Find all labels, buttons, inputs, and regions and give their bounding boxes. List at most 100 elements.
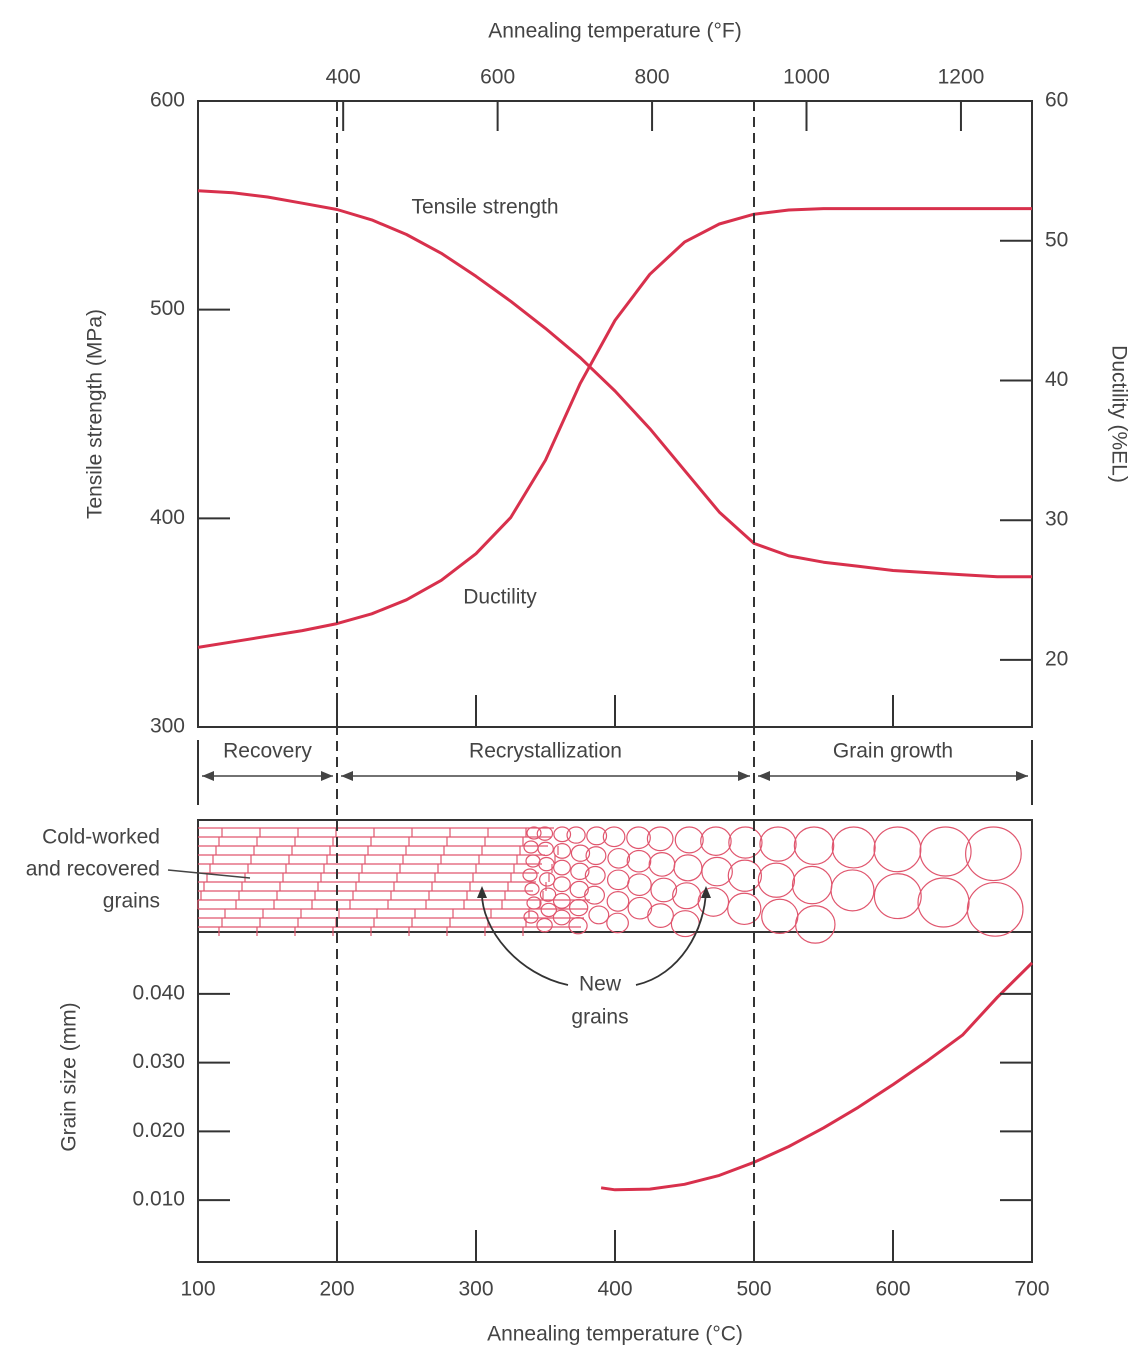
grain [553, 843, 572, 859]
grain [917, 877, 970, 928]
grain [570, 862, 590, 880]
grain [606, 891, 630, 912]
y2-tick-label: 30 [1045, 508, 1068, 531]
y-tick-label: 500 [150, 297, 185, 320]
grain [522, 868, 538, 882]
grain [793, 826, 835, 865]
region-label: Grain growth [833, 740, 953, 763]
grain [674, 826, 704, 854]
x-axis-title: Annealing temperature (°C) [487, 1323, 743, 1346]
grain [584, 885, 606, 905]
grain [536, 917, 553, 933]
grain [524, 882, 540, 896]
grain [831, 826, 876, 869]
grain [537, 841, 554, 857]
grain [672, 882, 702, 910]
y2-tick-label: 40 [1045, 368, 1068, 391]
grain [570, 844, 591, 862]
grain [586, 826, 608, 846]
grain [540, 902, 558, 918]
x2-tick-label: 800 [635, 66, 670, 89]
grain [626, 849, 652, 873]
grain [523, 910, 539, 924]
data-line [600, 961, 1034, 1192]
y-tick-label: 0.030 [132, 1050, 185, 1073]
grain [568, 898, 589, 917]
data-line [197, 189, 1032, 579]
grain [646, 826, 674, 852]
grain [569, 880, 589, 899]
grain [552, 909, 571, 926]
grain [873, 826, 922, 873]
y-axis-title: Tensile strength (MPa) [84, 309, 107, 519]
grain [648, 851, 676, 877]
y2-axis-title: Ductility (%EL) [1107, 345, 1130, 483]
region-label: Recrystallization [469, 740, 622, 763]
x2-tick-label: 600 [480, 66, 515, 89]
microstructure-label: grains [103, 890, 160, 913]
x-tick-label: 600 [875, 1278, 910, 1301]
grain [647, 903, 674, 928]
grain [585, 846, 607, 866]
grain [727, 859, 763, 892]
grain [523, 840, 539, 854]
grain [525, 854, 541, 868]
x2-tick-label: 1200 [938, 66, 985, 89]
grain [606, 869, 630, 891]
x-tick-label: 300 [458, 1278, 493, 1301]
grain [626, 826, 651, 850]
annotation-arrow [635, 889, 707, 986]
grain [553, 826, 572, 843]
annotation: grains [571, 1006, 628, 1029]
x2-axis-title: Annealing temperature (°F) [488, 20, 742, 43]
grain [701, 856, 733, 887]
series-label: Ductility [463, 586, 537, 609]
microstructure-label: and recovered [26, 858, 160, 881]
y2-tick-label: 60 [1045, 89, 1068, 112]
y2-tick-label: 50 [1045, 228, 1068, 251]
grain [536, 826, 554, 841]
grain [919, 826, 972, 877]
grain [539, 887, 557, 902]
grain [650, 877, 678, 903]
grain [728, 826, 763, 859]
grain [697, 887, 730, 917]
top-plot-frame [197, 100, 1033, 728]
grain [759, 826, 797, 862]
grain [607, 847, 631, 869]
grain [568, 917, 588, 935]
grain [791, 865, 833, 905]
grain [966, 881, 1024, 937]
grain [727, 892, 762, 926]
y-tick-label: 300 [150, 715, 185, 738]
y-tick-label: 600 [150, 89, 185, 112]
y2-tick-label: 20 [1045, 647, 1068, 670]
grain [627, 896, 653, 920]
grain [588, 905, 610, 925]
grain [553, 859, 571, 876]
grain [566, 826, 586, 844]
y-tick-label: 0.010 [132, 1188, 185, 1211]
grain [552, 892, 571, 909]
microstructure-label: Cold-worked [42, 826, 160, 849]
y-tick-label: 0.040 [132, 981, 185, 1004]
y-tick-label: 400 [150, 506, 185, 529]
grain [830, 869, 875, 912]
data-line [197, 207, 1032, 649]
grain [965, 826, 1022, 882]
grain [700, 826, 732, 857]
x-tick-label: 100 [180, 1278, 215, 1301]
y-tick-label: 0.020 [132, 1119, 185, 1142]
grain [538, 872, 556, 887]
y-axis-title: Grain size (mm) [58, 1002, 81, 1151]
grain [552, 876, 571, 893]
x2-tick-label: 1000 [783, 66, 830, 89]
grain [602, 826, 626, 848]
grain [584, 865, 606, 885]
annotation: New [579, 973, 622, 996]
series-label: Tensile strength [411, 196, 558, 219]
grain [526, 826, 542, 840]
grain [673, 854, 703, 882]
x-tick-label: 400 [597, 1278, 632, 1301]
